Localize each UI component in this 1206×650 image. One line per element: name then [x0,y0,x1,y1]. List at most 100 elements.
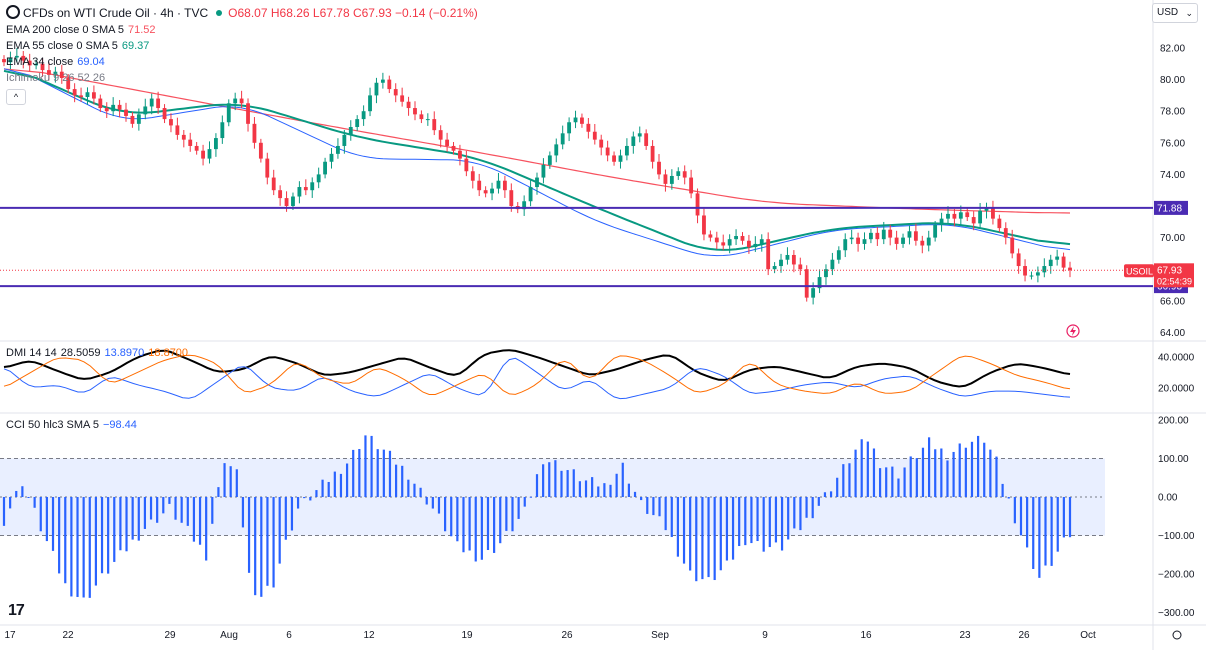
candle-body[interactable] [856,237,860,244]
candle-body[interactable] [824,269,828,278]
candle-body[interactable] [169,119,173,126]
candle-body[interactable] [913,231,918,241]
candle-body[interactable] [438,130,443,140]
candle-body[interactable] [85,92,90,97]
candle-body[interactable] [1048,259,1053,267]
candle-body[interactable] [59,71,64,79]
candle-body[interactable] [194,145,199,151]
candle-body[interactable] [939,218,944,225]
candle-body[interactable] [201,150,205,159]
candle-body[interactable] [926,237,931,246]
candle-body[interactable] [971,217,976,224]
candle-body[interactable] [554,144,559,156]
candle-body[interactable] [149,98,154,107]
ema34-legend[interactable]: EMA 34 close 69.04 [6,56,105,68]
candle-body[interactable] [445,139,450,146]
candle-body[interactable] [98,98,103,109]
candle-body[interactable] [836,250,841,260]
candle-body[interactable] [111,104,116,112]
candle-body[interactable] [66,78,71,90]
candle-body[interactable] [233,98,238,104]
candle-body[interactable] [618,155,623,162]
candle-body[interactable] [188,139,193,146]
candle-body[interactable] [40,63,45,71]
candle-body[interactable] [214,138,218,150]
candle-body[interactable] [1055,256,1060,260]
candle-body[interactable] [1035,272,1040,276]
candle-body[interactable] [849,237,854,240]
candle-body[interactable] [104,108,109,112]
candle-body[interactable] [567,122,572,134]
candle-body[interactable] [226,103,231,123]
candle-body[interactable] [509,190,514,206]
collapse-legend-button[interactable]: ^ [6,89,26,105]
candle-body[interactable] [355,119,360,127]
candle-body[interactable] [727,239,732,246]
candle-body[interactable] [869,232,873,240]
candle-body[interactable] [560,133,565,145]
candle-body[interactable] [952,213,957,219]
candle-body[interactable] [766,239,771,270]
candle-body[interactable] [541,164,546,178]
candle-body[interactable] [361,111,366,120]
candle-body[interactable] [798,264,803,270]
candle-body[interactable] [695,193,700,216]
candle-body[interactable] [721,242,726,246]
candle-body[interactable] [419,114,424,120]
ema55-legend[interactable]: EMA 55 close 0 SMA 5 69.37 [6,40,150,52]
candle-body[interactable] [894,237,899,244]
candle-body[interactable] [991,207,995,219]
candle-body[interactable] [413,108,417,115]
candle-body[interactable] [451,145,456,151]
candle-body[interactable] [650,145,655,162]
candle-body[interactable] [612,155,616,162]
candle-body[interactable] [965,212,970,218]
candle-body[interactable] [143,106,148,115]
candle-body[interactable] [329,153,334,162]
candle-body[interactable] [958,212,963,219]
candle-body[interactable] [310,182,315,191]
candle-body[interactable] [323,161,327,175]
candle-body[interactable] [220,122,225,139]
candle-body[interactable] [380,79,385,83]
candle-body[interactable] [265,158,270,178]
candle-body[interactable] [342,134,347,146]
candle-body[interactable] [502,180,507,191]
candle-body[interactable] [303,187,308,191]
candle-body[interactable] [393,89,398,96]
candle-body[interactable] [599,139,604,148]
candle-body[interactable] [1042,266,1047,273]
candle-body[interactable] [682,171,687,178]
candle-body[interactable] [1023,266,1027,276]
candle-body[interactable] [984,207,989,211]
candle-body[interactable] [734,236,738,240]
candle-body[interactable] [817,277,822,289]
candle-body[interactable] [862,239,867,244]
candle-body[interactable] [34,63,39,66]
candle-body[interactable] [535,177,539,188]
candle-body[interactable] [747,240,751,248]
candle-body[interactable] [124,109,128,116]
candle-body[interactable] [997,218,1002,229]
candle-body[interactable] [657,161,661,175]
candle-body[interactable] [1003,228,1008,238]
candle-body[interactable] [714,237,719,243]
candle-body[interactable] [348,127,353,135]
candle-body[interactable] [387,79,392,90]
candle-body[interactable] [136,114,141,124]
candle-body[interactable] [246,103,250,124]
candle-body[interactable] [605,147,610,156]
candle-body[interactable] [708,234,713,238]
dmi-legend[interactable]: DMI 14 14 28.5059 13.8970 18.8700 [6,347,189,359]
candle-body[interactable] [740,236,745,241]
candle-body[interactable] [1029,275,1034,277]
candle-body[interactable] [79,95,83,97]
ema200-legend[interactable]: EMA 200 close 0 SMA 5 71.52 [6,24,156,36]
candle-body[interactable] [271,177,276,191]
candle-body[interactable] [663,174,668,184]
candle-body[interactable] [804,269,809,298]
candle-body[interactable] [258,142,263,159]
candle-body[interactable] [432,119,437,131]
candle-body[interactable] [425,119,430,121]
candle-body[interactable] [907,231,912,238]
